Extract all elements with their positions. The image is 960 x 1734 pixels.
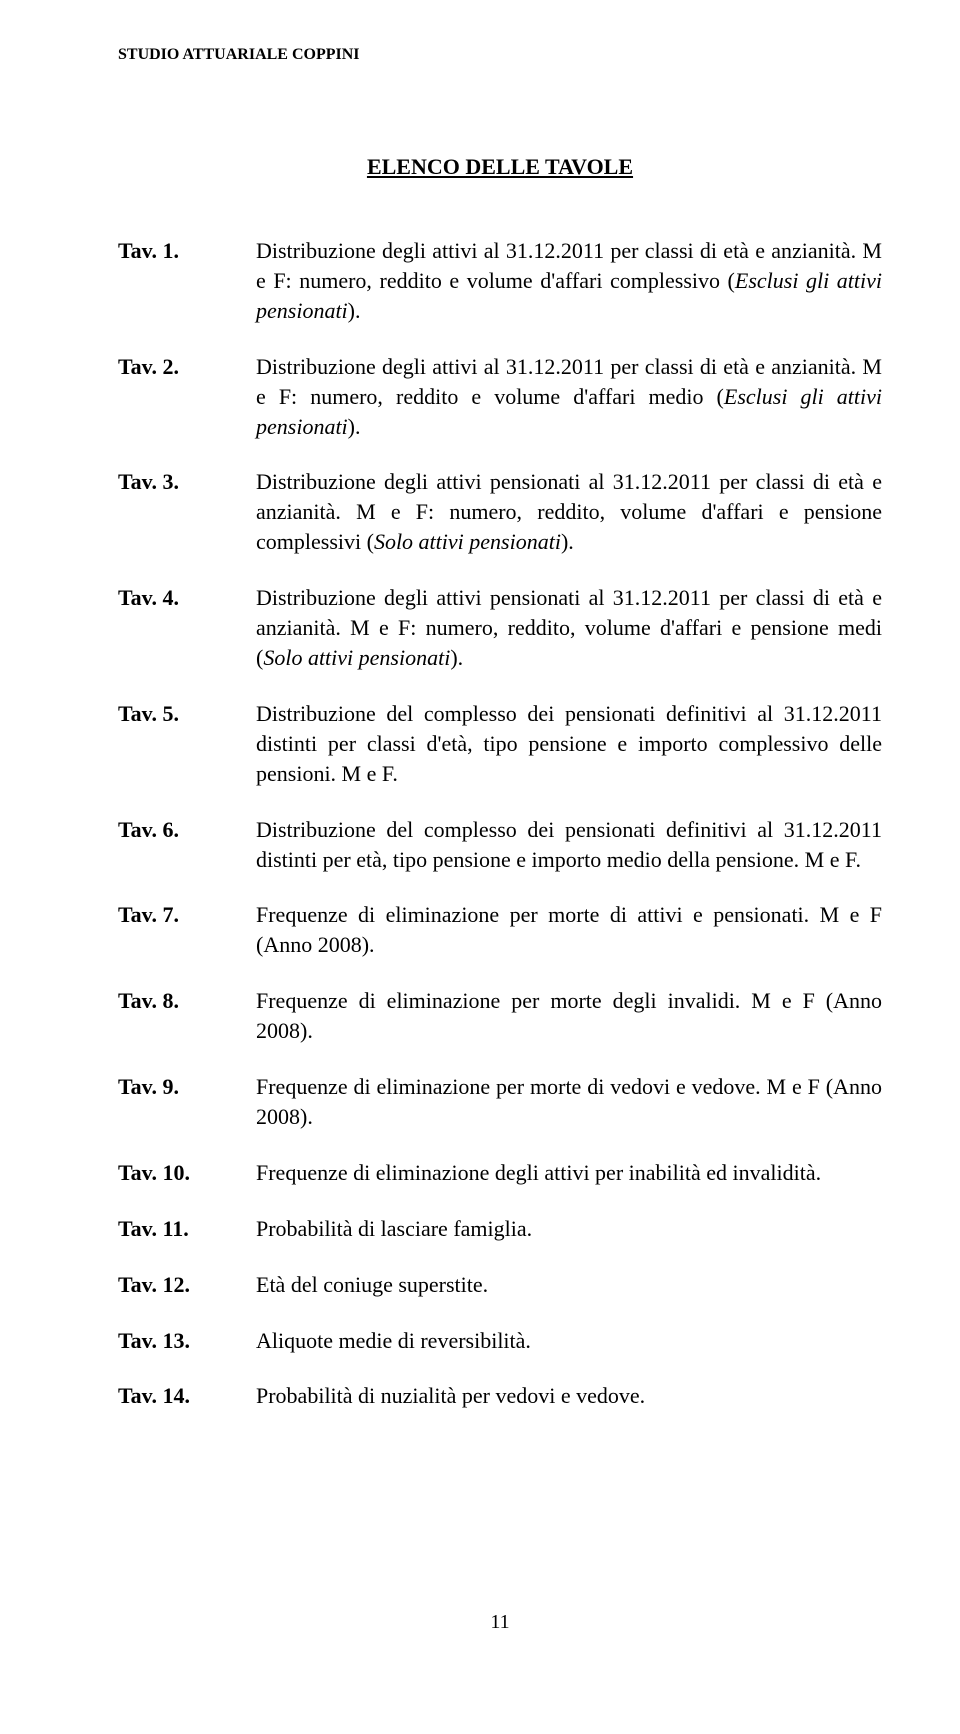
tav-label: Tav. 8. bbox=[118, 986, 256, 1046]
tav-description: Probabilità di lasciare famiglia. bbox=[256, 1214, 882, 1244]
tav-entry: Tav. 4.Distribuzione degli attivi pensio… bbox=[118, 583, 882, 673]
page-title: ELENCO DELLE TAVOLE bbox=[118, 154, 882, 180]
tav-description: Frequenze di eliminazione degli attivi p… bbox=[256, 1158, 882, 1188]
tav-entry: Tav. 8.Frequenze di eliminazione per mor… bbox=[118, 986, 882, 1046]
tav-label: Tav. 9. bbox=[118, 1072, 256, 1132]
tav-label: Tav. 14. bbox=[118, 1381, 256, 1411]
tav-description: Distribuzione degli attivi al 31.12.2011… bbox=[256, 352, 882, 442]
tav-description: Frequenze di eliminazione per morte di v… bbox=[256, 1072, 882, 1132]
tav-label: Tav. 5. bbox=[118, 699, 256, 789]
tav-label: Tav. 3. bbox=[118, 467, 256, 557]
tav-entry: Tav. 7.Frequenze di eliminazione per mor… bbox=[118, 900, 882, 960]
tav-entry: Tav. 6.Distribuzione del complesso dei p… bbox=[118, 815, 882, 875]
tav-label: Tav. 7. bbox=[118, 900, 256, 960]
tav-description: Aliquote medie di reversibilità. bbox=[256, 1326, 882, 1356]
tav-entry: Tav. 14.Probabilità di nuzialità per ved… bbox=[118, 1381, 882, 1411]
tav-entry: Tav. 9.Frequenze di eliminazione per mor… bbox=[118, 1072, 882, 1132]
tav-description: Distribuzione del complesso dei pensiona… bbox=[256, 699, 882, 789]
tav-entry: Tav. 12.Età del coniuge superstite. bbox=[118, 1270, 882, 1300]
tav-label: Tav. 13. bbox=[118, 1326, 256, 1356]
tav-description: Distribuzione degli attivi al 31.12.2011… bbox=[256, 236, 882, 326]
page-number: 11 bbox=[118, 1611, 882, 1634]
tav-label: Tav. 2. bbox=[118, 352, 256, 442]
tav-entry: Tav. 3.Distribuzione degli attivi pensio… bbox=[118, 467, 882, 557]
tav-label: Tav. 1. bbox=[118, 236, 256, 326]
tav-description: Probabilità di nuzialità per vedovi e ve… bbox=[256, 1381, 882, 1411]
tav-label: Tav. 10. bbox=[118, 1158, 256, 1188]
tav-description: Età del coniuge superstite. bbox=[256, 1270, 882, 1300]
tav-description: Distribuzione del complesso dei pensiona… bbox=[256, 815, 882, 875]
tav-label: Tav. 12. bbox=[118, 1270, 256, 1300]
tav-description: Distribuzione degli attivi pensionati al… bbox=[256, 467, 882, 557]
tav-label: Tav. 6. bbox=[118, 815, 256, 875]
tav-description: Frequenze di eliminazione per morte degl… bbox=[256, 986, 882, 1046]
tav-entry: Tav. 13.Aliquote medie di reversibilità. bbox=[118, 1326, 882, 1356]
tav-description: Distribuzione degli attivi pensionati al… bbox=[256, 583, 882, 673]
tav-entry: Tav. 2.Distribuzione degli attivi al 31.… bbox=[118, 352, 882, 442]
tav-description: Frequenze di eliminazione per morte di a… bbox=[256, 900, 882, 960]
tav-label: Tav. 11. bbox=[118, 1214, 256, 1244]
document-page: STUDIO ATTUARIALE COPPINI ELENCO DELLE T… bbox=[0, 0, 960, 1694]
tav-entry: Tav. 5.Distribuzione del complesso dei p… bbox=[118, 699, 882, 789]
entries-list: Tav. 1.Distribuzione degli attivi al 31.… bbox=[118, 236, 882, 1411]
tav-label: Tav. 4. bbox=[118, 583, 256, 673]
header-studio: STUDIO ATTUARIALE COPPINI bbox=[118, 46, 882, 64]
tav-entry: Tav. 11.Probabilità di lasciare famiglia… bbox=[118, 1214, 882, 1244]
tav-entry: Tav. 10.Frequenze di eliminazione degli … bbox=[118, 1158, 882, 1188]
tav-entry: Tav. 1.Distribuzione degli attivi al 31.… bbox=[118, 236, 882, 326]
